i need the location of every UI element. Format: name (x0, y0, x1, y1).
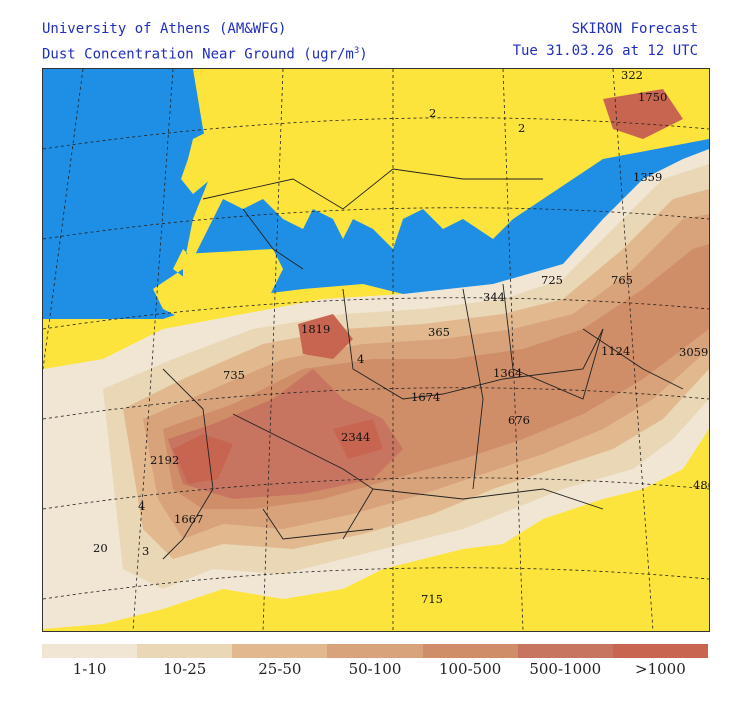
map-value-label: 735 (223, 368, 245, 382)
dust-plume-500-1000 (168, 369, 403, 499)
map-value-label: 1674 (411, 390, 440, 404)
legend-label: 10-25 (163, 660, 207, 678)
legend-color-bar (42, 644, 708, 658)
legend-swatch-50-100 (327, 644, 423, 658)
dust-plume-gt-1000 (298, 314, 353, 359)
map-value-label: 2 (518, 121, 525, 135)
map-value-label: 365 (428, 325, 450, 339)
map-value-label: 1124 (601, 344, 630, 358)
map-value-label: 765 (611, 273, 633, 287)
legend-label: 1-10 (72, 660, 107, 678)
map-value-label: 4 (357, 352, 364, 366)
map-value-label: 344 (483, 290, 505, 304)
legend-swatch-500-1000 (517, 644, 613, 658)
map-value-label: 3 (142, 544, 149, 558)
graticule (43, 69, 709, 631)
legend-swatch-gt-1000 (612, 644, 708, 658)
legend-swatch-1-10 (42, 644, 138, 658)
dust-plume-gt-1000 (603, 89, 683, 139)
map-value-label: 1750 (638, 90, 667, 104)
dust-map: 322 1750 2 2 1359 765 725 344 1819 365 1124 3059 735… (42, 68, 710, 632)
field-title-close: ) (359, 46, 368, 63)
map-value-label: 2192 (150, 453, 179, 467)
map-value-label: 1364 (493, 366, 522, 380)
legend-label: >1000 (635, 660, 686, 678)
legend-swatch-25-50 (232, 644, 328, 658)
map-value-label: 4 (138, 499, 145, 513)
valid-time: Tue 31.03.26 at 12 UTC (512, 43, 698, 59)
header-left: University of Athens (AM&WFG) Dust Conce… (42, 18, 368, 66)
legend-labels: 1-10 10-25 25-50 50-100 100-500 500-1000… (42, 660, 708, 678)
product-title: SKIRON Forecast (571, 21, 698, 37)
organization-title: University of Athens (AM&WFG) (42, 21, 287, 37)
dust-plume-gt-1000 (173, 434, 233, 484)
map-value-label: 1819 (301, 322, 330, 336)
land-europe (153, 69, 709, 319)
map-value-label: 2344 (341, 430, 370, 444)
header-right: SKIRON Forecast Tue 31.03.26 at 12 UTC (513, 18, 698, 62)
legend-label: 25-50 (258, 660, 302, 678)
map-value-label: 725 (541, 273, 563, 287)
map-value-label: 20 (93, 541, 108, 555)
legend-label: 100-500 (438, 660, 502, 678)
land-britain (181, 129, 218, 194)
map-value-label: 676 (508, 413, 530, 427)
map-value-label: 486 (693, 478, 709, 492)
field-title-text: Dust Concentration Near Ground (ugr/m (42, 46, 354, 63)
map-value-label: 2 (429, 106, 436, 120)
field-title-exponent: 3 (353, 46, 360, 56)
country-borders (162, 168, 684, 560)
map-value-label: 715 (421, 592, 443, 606)
map-value-label: 322 (621, 69, 643, 82)
dust-plume-gt-1000 (333, 419, 383, 459)
field-title: Dust Concentration Near Ground (ugr/m3) (42, 40, 368, 66)
map-value-label: 1667 (174, 512, 203, 526)
legend-swatch-100-500 (422, 644, 518, 658)
legend-label: 500-1000 (529, 660, 602, 678)
legend-swatch-10-25 (137, 644, 233, 658)
map-value-label: 3059 (679, 345, 708, 359)
legend-label: 50-100 (348, 660, 402, 678)
map-value-label: 1359 (633, 170, 662, 184)
